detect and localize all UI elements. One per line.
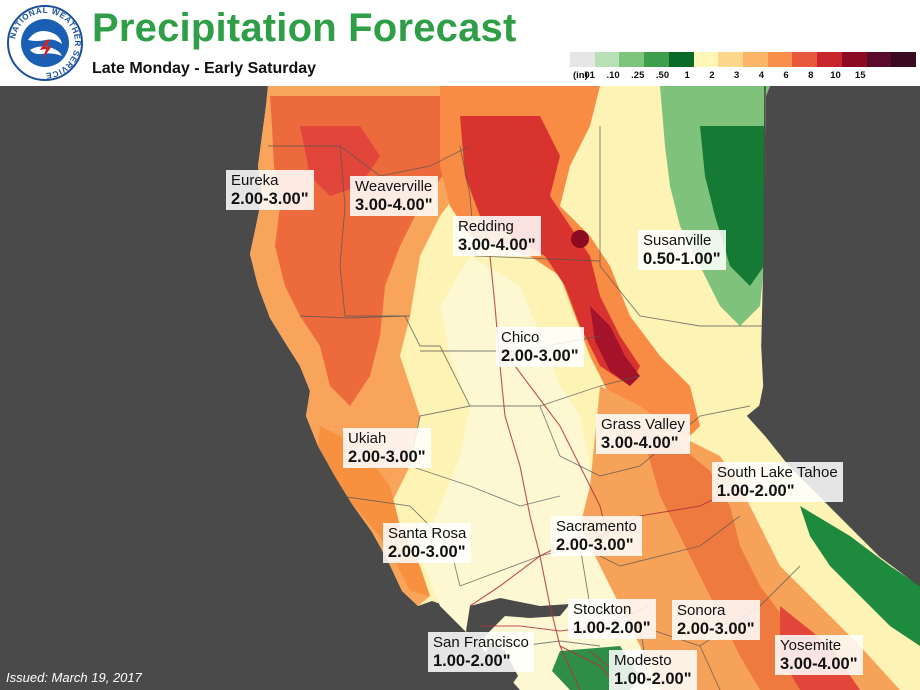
- city-name: Chico: [501, 329, 540, 346]
- city-label-modesto: Modesto 1.00-2.00": [609, 650, 697, 690]
- city-name: Sacramento: [556, 518, 637, 535]
- city-name: San Francisco: [433, 634, 529, 651]
- valley-area: [420, 256, 660, 690]
- legend-tick-label: 6: [783, 70, 789, 81]
- east-green-south: [800, 506, 920, 646]
- legend-swatch: [668, 52, 694, 67]
- legend-swatch: [792, 52, 818, 67]
- legend-swatch: [644, 52, 669, 67]
- city-range: 2.00-3.00": [677, 619, 755, 638]
- city-range: 2.00-3.00": [388, 542, 466, 561]
- header: NATIONAL WEATHER SERVICE Precipitation F…: [0, 0, 920, 86]
- legend-tick-label: .25: [631, 70, 645, 81]
- city-range: 2.00-3.00": [231, 189, 309, 208]
- city-label-ukiah: Ukiah 2.00-3.00": [343, 428, 431, 468]
- city-name: Weaverville: [355, 178, 433, 195]
- legend-color-bar: [570, 52, 917, 67]
- page-subtitle: Late Monday - Early Saturday: [92, 60, 317, 77]
- city-label-susanville: Susanville 0.50-1.00": [638, 230, 726, 270]
- precip-legend: (in) .01 .10 .25 .50 1 2 3 4 6 8 10 15: [570, 52, 917, 86]
- legend-tick-label: 8: [808, 70, 814, 81]
- state-border: [746, 86, 920, 587]
- legend-labels: (in) .01 .10 .25 .50 1 2 3 4 6 8 10 15: [570, 70, 916, 84]
- city-name: South Lake Tahoe: [717, 464, 838, 481]
- legend-tick-label: 2: [709, 70, 715, 81]
- city-label-santa-rosa: Santa Rosa 2.00-3.00": [383, 523, 472, 563]
- city-name: Santa Rosa: [388, 525, 467, 542]
- city-label-sacramento: Sacramento 2.00-3.00": [551, 516, 642, 556]
- legend-swatch: [817, 52, 842, 67]
- bay-water: [466, 598, 570, 646]
- city-range: 0.50-1.00": [643, 249, 721, 268]
- city-label-south-lake-tahoe: South Lake Tahoe 1.00-2.00": [712, 462, 843, 502]
- legend-swatch: [619, 52, 645, 67]
- city-label-redding: Redding 3.00-4.00": [453, 216, 541, 256]
- city-range: 2.00-3.00": [556, 535, 634, 554]
- city-range: 3.00-4.00": [601, 433, 679, 452]
- city-range: 3.00-4.00": [355, 195, 433, 214]
- map-canvas: [250, 86, 920, 690]
- city-range: 2.00-3.00": [501, 346, 579, 365]
- city-name: Ukiah: [348, 430, 387, 447]
- city-name: Modesto: [614, 652, 672, 669]
- city-label-san-francisco: San Francisco 1.00-2.00": [428, 632, 534, 672]
- legend-swatch: [693, 52, 719, 67]
- city-name: Stockton: [573, 601, 632, 618]
- city-range: 1.00-2.00": [614, 669, 692, 688]
- legend-swatch: [570, 52, 595, 67]
- city-name: Yosemite: [780, 637, 842, 654]
- legend-swatch: [594, 52, 620, 67]
- page-title: Precipitation Forecast: [92, 6, 517, 50]
- city-name: Susanville: [643, 232, 712, 249]
- forecast-map: Eureka 2.00-3.00" Weaverville 3.00-4.00"…: [0, 86, 920, 690]
- legend-swatch: [866, 52, 892, 67]
- city-range: 2.00-3.00": [348, 447, 426, 466]
- legend-tick-label: 3: [733, 70, 740, 81]
- legend-unit: (in): [573, 70, 588, 81]
- legend-tick-label: 10: [830, 70, 841, 81]
- city-label-chico: Chico 2.00-3.00": [496, 327, 584, 367]
- issued-date: Issued: March 19, 2017: [6, 670, 142, 685]
- city-name: Eureka: [231, 172, 279, 189]
- city-label-yosemite: Yosemite 3.00-4.00": [775, 635, 863, 675]
- nws-logo-icon: NATIONAL WEATHER SERVICE: [7, 5, 83, 81]
- city-name: Redding: [458, 218, 514, 235]
- city-name: Sonora: [677, 602, 726, 619]
- city-range: 3.00-4.00": [458, 235, 536, 254]
- legend-tick-label: 15: [854, 70, 866, 81]
- city-label-grass-valley: Grass Valley 3.00-4.00": [596, 414, 690, 454]
- legend-swatch: [767, 52, 793, 67]
- legend-swatch: [841, 52, 867, 67]
- legend-tick-label: 4: [758, 70, 764, 81]
- legend-tick-label: .50: [655, 70, 670, 81]
- city-range: 1.00-2.00": [717, 481, 795, 500]
- legend-tick-label: .10: [606, 70, 620, 81]
- city-name: Grass Valley: [601, 416, 685, 433]
- legend-tick-label: .01: [581, 70, 595, 81]
- legend-swatch: [891, 52, 917, 67]
- shasta-peak-core: [571, 230, 589, 248]
- city-range: 3.00-4.00": [780, 654, 858, 673]
- city-label-weaverville: Weaverville 3.00-4.00": [350, 176, 438, 216]
- city-range: 1.00-2.00": [573, 618, 651, 637]
- legend-swatch: [718, 52, 744, 67]
- legend-swatch: [743, 52, 768, 67]
- east-green-north-dark: [700, 126, 764, 286]
- city-range: 1.00-2.00": [433, 651, 511, 670]
- feather-heavy-core: [590, 306, 640, 386]
- city-label-stockton: Stockton 1.00-2.00": [568, 599, 656, 639]
- legend-tick-label: 1: [684, 70, 690, 81]
- city-label-sonora: Sonora 2.00-3.00": [672, 600, 760, 640]
- city-label-eureka: Eureka 2.00-3.00": [226, 170, 314, 210]
